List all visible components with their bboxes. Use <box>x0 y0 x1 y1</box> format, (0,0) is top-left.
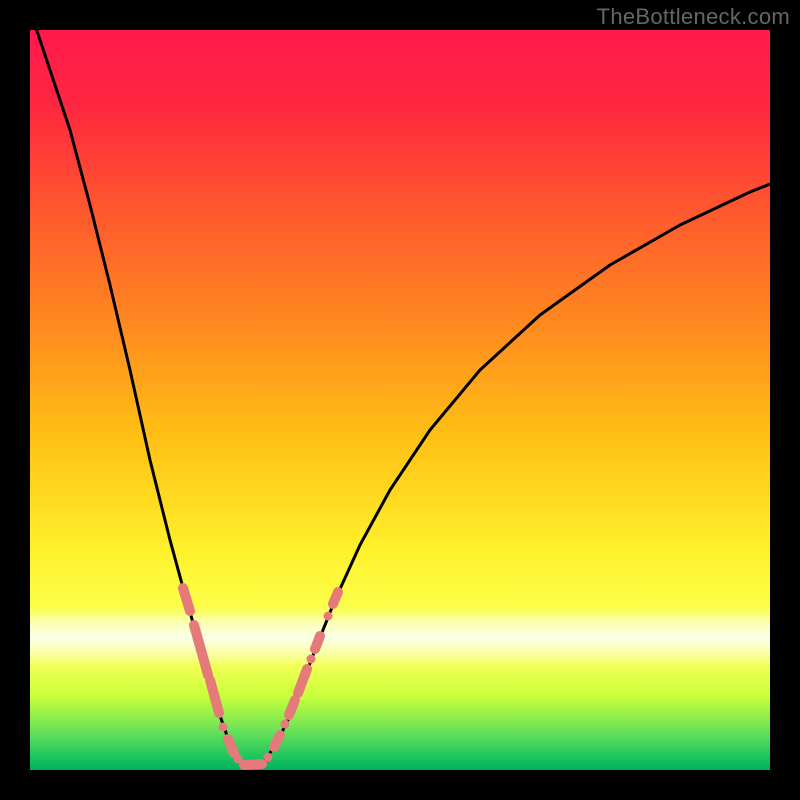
marker-capsule <box>315 636 320 649</box>
watermark-text: TheBottleneck.com <box>597 4 790 30</box>
curve-layer <box>30 30 770 770</box>
marker-capsule <box>244 764 262 765</box>
marker-capsule <box>183 588 190 611</box>
marker-circle <box>307 655 316 664</box>
marker-capsule <box>228 739 234 753</box>
marker-group <box>183 588 338 765</box>
left-curve <box>30 30 250 768</box>
marker-capsule <box>194 625 208 675</box>
marker-capsule <box>289 700 295 715</box>
marker-capsule <box>274 735 280 747</box>
marker-capsule <box>210 680 219 713</box>
marker-circle <box>324 612 333 621</box>
chart-frame: TheBottleneck.com <box>0 0 800 800</box>
marker-capsule <box>298 669 307 693</box>
right-curve <box>250 184 770 768</box>
marker-circle <box>219 723 228 732</box>
marker-circle <box>264 753 273 762</box>
marker-circle <box>281 720 290 729</box>
plot-area <box>30 30 770 770</box>
marker-capsule <box>333 592 338 604</box>
